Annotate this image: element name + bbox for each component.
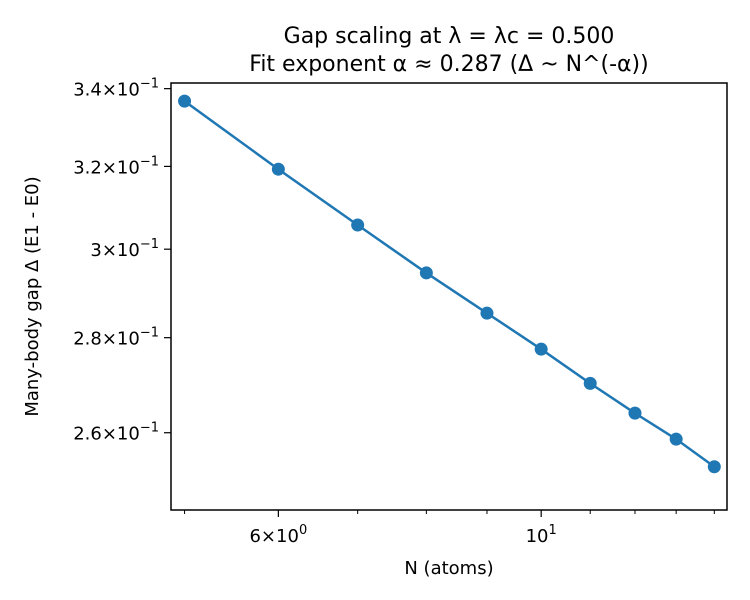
- y-tick-label: 2.8×10−1: [73, 326, 159, 350]
- data-point: [628, 406, 642, 420]
- x-axis: 6×100 101: [184, 510, 715, 547]
- x-tick-label: 101: [526, 523, 557, 547]
- plot-area: [170, 82, 728, 511]
- y-axis-label: Many-body gap Δ (E1 - E0): [22, 176, 43, 416]
- x-axis-label: N (atoms): [404, 558, 493, 579]
- y-tick-label: 2.6×10−1: [73, 421, 159, 445]
- data-point: [480, 306, 494, 320]
- series-layer: [178, 94, 721, 474]
- series-line: [183, 100, 716, 468]
- data-point: [534, 342, 548, 356]
- y-tick-label: 3.4×10−1: [73, 77, 159, 101]
- data-point: [271, 162, 285, 176]
- y-tick-label: 3×10−1: [90, 237, 159, 261]
- data-point: [351, 218, 365, 232]
- y-axis: 2.6×10−1 2.8×10−1 3×10−1 3.2×10−1 3.4×10−1: [73, 77, 171, 445]
- data-point: [583, 376, 597, 390]
- data-point: [669, 432, 683, 446]
- y-tick-label: 3.2×10−1: [73, 154, 159, 178]
- data-point: [707, 460, 721, 474]
- data-point: [419, 266, 433, 280]
- data-point: [178, 94, 192, 108]
- chart-title: Gap scaling at λ = λc = 0.500: [284, 24, 615, 49]
- chart-subtitle: Fit exponent α ≈ 0.287 (Δ ~ N^(-α)): [249, 52, 648, 77]
- x-tick-label: 6×100: [249, 523, 307, 547]
